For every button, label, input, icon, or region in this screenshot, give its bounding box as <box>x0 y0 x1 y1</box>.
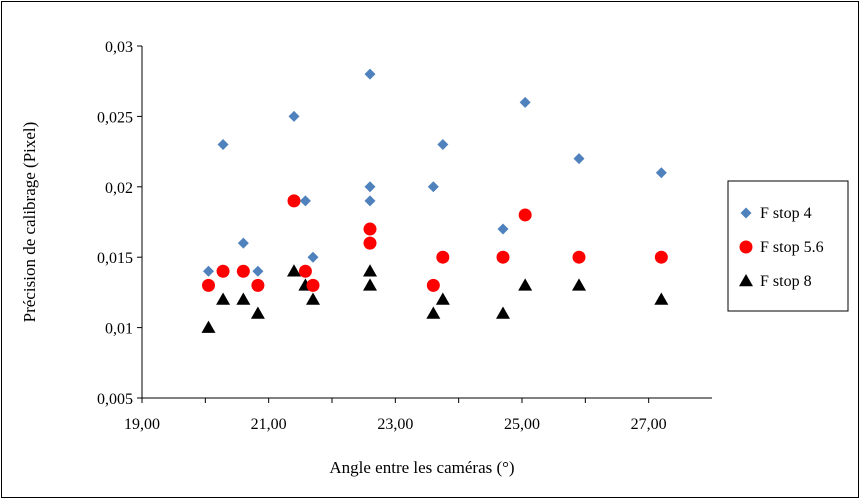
data-point <box>654 250 668 264</box>
x-tick-label: 19,00 <box>124 416 160 433</box>
series-diamond <box>203 68 667 277</box>
data-point <box>217 139 229 151</box>
data-point <box>496 306 510 319</box>
data-point <box>306 278 320 292</box>
legend-label: F stop 8 <box>760 273 812 290</box>
data-point <box>572 250 586 264</box>
data-point <box>572 278 586 291</box>
data-point <box>496 250 510 264</box>
legend-marker <box>739 240 753 254</box>
data-point <box>364 195 376 207</box>
data-point <box>299 195 311 207</box>
data-point <box>216 292 231 305</box>
x-axis-title: Angle entre les caméras (°) <box>329 458 514 477</box>
data-point <box>216 264 230 278</box>
y-tick-label: 0,015 <box>97 250 133 267</box>
data-point <box>497 223 509 235</box>
data-point <box>427 181 439 193</box>
data-point <box>363 278 377 291</box>
data-point <box>436 250 450 264</box>
data-points <box>201 68 669 333</box>
y-tick-label: 0,005 <box>97 391 133 408</box>
data-point <box>573 153 585 165</box>
legend-marker <box>739 274 753 287</box>
data-point <box>252 265 264 277</box>
legend-label: F stop 4 <box>760 205 812 222</box>
data-point <box>306 292 320 305</box>
series-circle <box>202 194 668 292</box>
data-point <box>518 208 532 222</box>
data-point <box>288 110 300 122</box>
legend-marker <box>740 207 752 219</box>
data-point <box>364 68 376 80</box>
data-point <box>426 306 441 319</box>
data-point <box>236 264 250 278</box>
data-point <box>437 139 449 151</box>
legend: F stop 4 F stop 5.6 F stop 8 <box>727 180 849 312</box>
data-point <box>251 278 265 292</box>
x-tick-label: 27,00 <box>631 416 667 433</box>
data-point <box>201 320 216 333</box>
series-triangle <box>201 264 669 333</box>
data-point <box>203 265 214 277</box>
data-point <box>363 222 377 236</box>
x-tick-label: 21,00 <box>251 416 287 433</box>
y-tick-label: 0,01 <box>105 321 133 338</box>
data-point <box>250 306 265 319</box>
y-axis-ticks: 0,005 0,01 0,015 0,02 0,025 0,03 <box>97 39 142 408</box>
data-point <box>426 278 440 292</box>
data-point <box>363 264 377 277</box>
x-tick-label: 23,00 <box>377 416 413 433</box>
data-point <box>202 278 215 292</box>
data-point <box>364 181 376 193</box>
data-point <box>363 236 377 250</box>
data-point <box>236 292 251 305</box>
data-point <box>435 292 450 305</box>
x-tick-label: 25,00 <box>504 416 540 433</box>
y-tick-label: 0,02 <box>105 180 133 197</box>
data-point <box>307 251 319 263</box>
x-axis-ticks: 19,00 21,00 23,00 25,00 27,00 <box>124 398 667 433</box>
data-point <box>298 264 312 278</box>
data-point <box>518 278 533 291</box>
data-point <box>655 167 667 179</box>
data-point <box>519 96 531 108</box>
data-point <box>287 264 301 277</box>
y-tick-label: 0,03 <box>105 39 133 56</box>
legend-label: F stop 5.6 <box>760 239 824 256</box>
axes <box>141 46 712 399</box>
data-point <box>654 292 669 305</box>
data-point <box>237 237 249 249</box>
data-point <box>287 194 301 208</box>
y-axis-title: Précision de calibrage (Pixel) <box>20 122 39 323</box>
y-tick-label: 0,025 <box>97 109 133 126</box>
